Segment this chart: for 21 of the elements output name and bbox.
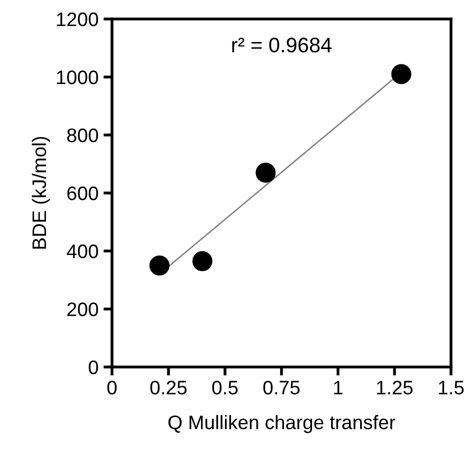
x-tick-label: 0.75	[263, 380, 300, 394]
point	[192, 251, 212, 272]
y-tick-label: 0	[88, 360, 98, 374]
y-tick-label: 200	[67, 302, 98, 316]
y-tick-label: 1200	[57, 12, 98, 26]
x-tick-label: 0	[107, 380, 117, 394]
y-tick-label: 400	[66, 244, 98, 258]
point	[256, 162, 276, 183]
y-tick-label: 600	[67, 186, 98, 200]
y-tick-label: 1000	[57, 70, 98, 84]
x-tick-label: 1.5	[438, 380, 464, 394]
x-tick-label: 1	[334, 380, 342, 394]
x-tick-label: 0.5	[212, 380, 238, 394]
point	[149, 255, 170, 276]
annotation: r² = 0.9684	[232, 38, 332, 52]
y-tick-label: 800	[67, 128, 98, 142]
x-tick-label: 0.25	[150, 380, 187, 394]
y-axis-title: BDE (kJ/mol)	[32, 136, 50, 249]
point	[391, 64, 412, 84]
x-tick-label: 1.25	[377, 380, 413, 394]
x-axis-title: Q Mulliken charge transfer	[168, 414, 396, 434]
